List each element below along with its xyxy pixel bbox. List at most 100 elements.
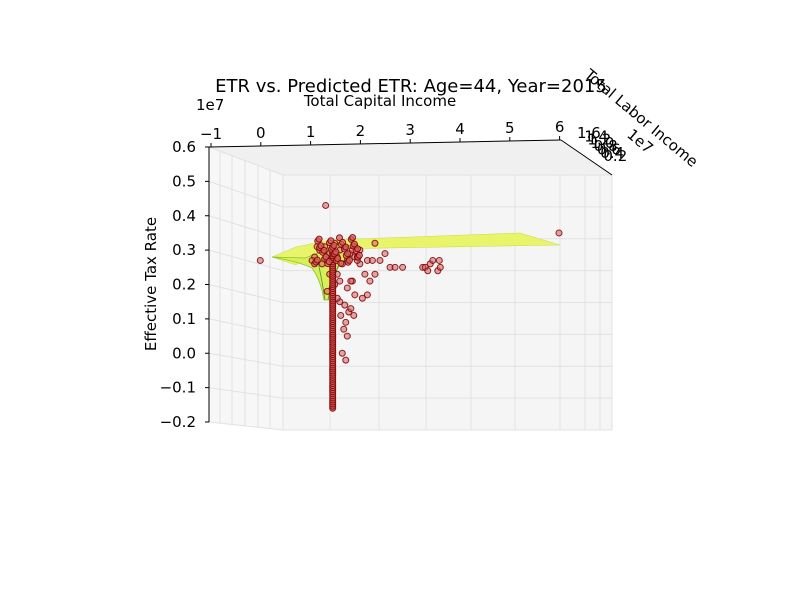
data-point <box>338 349 346 357</box>
data-point <box>435 256 443 264</box>
data-point <box>345 256 353 264</box>
data-point <box>325 258 333 266</box>
data-point <box>350 311 358 319</box>
z-tick-label: 0.2 <box>603 147 627 165</box>
data-point <box>256 256 264 264</box>
z-tick-label: 0.4 <box>600 144 624 162</box>
y-tick-label: 0.0 <box>172 344 196 362</box>
y-tick-labels: −0.2 −0.1 0.0 0.1 0.2 0.3 0.4 0.5 0.6 <box>160 138 209 431</box>
x-tick-label: 0 <box>256 124 266 142</box>
x-tick-label: 2 <box>356 122 366 140</box>
y-tick-label: −0.1 <box>160 379 196 397</box>
chart-title: ETR vs. Predicted ETR: Age=44, Year=2015 <box>215 76 607 97</box>
data-point <box>335 234 343 242</box>
data-point <box>351 291 359 299</box>
data-point <box>343 284 351 292</box>
data-point <box>317 242 325 250</box>
y-tick-label: 0.2 <box>172 276 196 294</box>
data-point <box>342 243 350 251</box>
data-point <box>436 263 444 271</box>
data-point <box>320 246 328 254</box>
data-point <box>334 255 342 263</box>
x-tick-labels: −1 0 1 2 3 4 5 6 <box>200 118 564 147</box>
data-point <box>340 325 348 333</box>
data-point <box>339 238 347 246</box>
y-tick-label: 0.6 <box>172 138 196 156</box>
data-point <box>336 277 344 285</box>
data-point <box>371 239 379 247</box>
grid-line <box>208 352 284 367</box>
data-point <box>349 233 357 241</box>
data-point <box>366 277 374 285</box>
data-point <box>363 291 371 299</box>
y-tick-label: 0.5 <box>172 172 196 190</box>
data-point <box>342 356 350 364</box>
z-tick-label: 1.4 <box>584 127 608 145</box>
grid-line <box>208 215 284 240</box>
x-tick-label: 3 <box>405 121 415 139</box>
data-point <box>381 250 389 258</box>
y-tick-label: 0.1 <box>172 310 196 328</box>
data-point <box>322 201 330 209</box>
grid-line <box>208 146 284 176</box>
z-tick-labels: 0.20.40.60.81.01.21.41.6 <box>577 124 627 165</box>
data-point <box>355 251 363 259</box>
data-point <box>555 229 563 237</box>
data-point <box>322 253 330 261</box>
scatter-points <box>256 201 563 412</box>
data-point <box>350 240 358 248</box>
top-pane <box>209 140 612 175</box>
data-point <box>376 256 384 264</box>
data-point <box>391 263 399 271</box>
data-point <box>371 270 379 278</box>
data-point <box>313 256 321 264</box>
grid-line <box>208 249 284 272</box>
data-point <box>347 277 355 285</box>
grid-line <box>208 284 284 303</box>
x-axis-label: Total Capital Income <box>303 92 456 110</box>
data-point <box>330 241 338 249</box>
grid-line <box>208 180 284 208</box>
data-point <box>343 332 351 340</box>
data-point <box>429 256 437 264</box>
pane-walls <box>209 140 612 430</box>
z-axis-line <box>560 139 613 176</box>
x-offset-label: 1e7 <box>196 96 224 114</box>
data-point <box>327 237 335 245</box>
grid-line <box>208 318 284 335</box>
data-point <box>337 311 345 319</box>
grid-line <box>208 421 284 431</box>
x-axis-line <box>208 139 562 148</box>
z-tick-label: 0.8 <box>594 137 618 155</box>
data-point <box>347 305 355 313</box>
grid-line <box>208 387 284 399</box>
y-tick-label: 0.4 <box>172 207 196 225</box>
y-tick-label: −0.2 <box>160 413 196 431</box>
y-tick-label: 0.3 <box>172 241 196 259</box>
data-point <box>342 318 350 326</box>
x-tick-label: 6 <box>555 118 565 136</box>
x-tick-label: 5 <box>505 119 515 137</box>
z-tick-label: 0.6 <box>597 141 621 159</box>
grid-lines <box>208 146 613 431</box>
left-pane <box>209 147 283 430</box>
data-point <box>361 270 369 278</box>
data-point <box>332 248 340 256</box>
data-point <box>368 256 376 264</box>
data-point <box>341 301 349 309</box>
data-point <box>354 245 362 253</box>
data-point <box>344 250 352 258</box>
x-tick-label: 1 <box>306 123 316 141</box>
z-tick-label: 1.0 <box>591 134 615 152</box>
data-point <box>315 235 323 243</box>
x-tick-label: 4 <box>455 120 465 138</box>
z-tick-label: 1.2 <box>587 131 611 149</box>
data-point <box>424 267 432 275</box>
z-tick-label: 1.6 <box>577 124 601 142</box>
y-axis-label: Effective Tax Rate <box>142 217 160 351</box>
data-point <box>337 259 345 267</box>
x-tick-label: −1 <box>200 125 222 143</box>
data-point <box>358 294 366 302</box>
data-point <box>399 263 407 271</box>
